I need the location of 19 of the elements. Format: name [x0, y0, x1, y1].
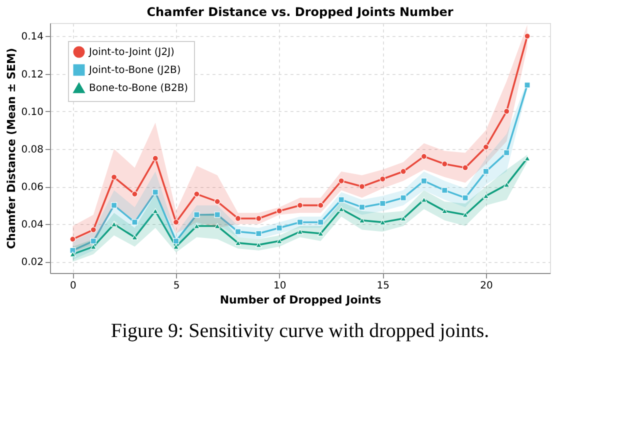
x-tick-label: 15 [376, 280, 390, 292]
y-tick-label: 0.06 [21, 182, 44, 194]
y-tick-label: 0.12 [21, 69, 44, 80]
y-tick-label: 0.14 [21, 32, 44, 43]
x-tick-label: 20 [480, 280, 493, 292]
x-axis-title: Number of Dropped Joints [220, 294, 382, 306]
x-tick-label: 0 [70, 280, 76, 292]
legend-label: Bone-to-Bone (B2B) [89, 83, 188, 94]
legend-label: Joint-to-Bone (J2B) [88, 65, 181, 76]
x-tick-label: 5 [173, 280, 180, 292]
y-axis-title: Chamfer Distance (Mean ± SEM) [5, 48, 18, 250]
x-tick-label: 10 [273, 280, 286, 292]
y-tick-label: 0.02 [21, 257, 44, 268]
legend-label: Joint-to-Joint (J2J) [88, 47, 175, 58]
chart-title: Chamfer Distance vs. Dropped Joints Number [146, 5, 454, 19]
caption: Figure 9: Sensitivity curve with dropped joints. [110, 320, 490, 342]
y-tick-label: 0.10 [21, 106, 44, 118]
y-tick-label: 0.08 [21, 144, 44, 156]
y-tick-label: 0.04 [21, 220, 44, 231]
